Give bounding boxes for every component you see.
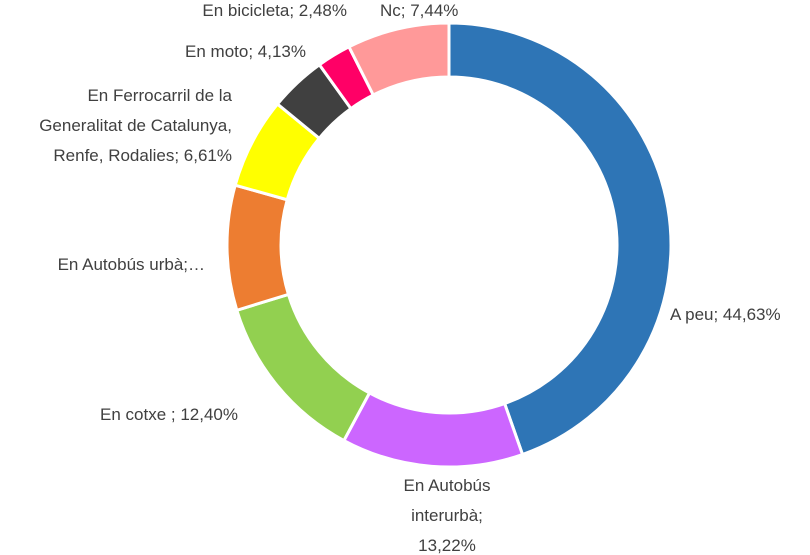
data-label: En moto; 4,13% bbox=[185, 42, 306, 61]
donut-segment bbox=[234, 292, 372, 443]
label-line: A peu; 44,63% bbox=[670, 305, 781, 324]
label-line: 13,22% bbox=[418, 536, 476, 555]
label-line: interurbà; bbox=[411, 506, 483, 525]
donut-segment bbox=[225, 183, 291, 313]
data-label: A peu; 44,63% bbox=[670, 305, 781, 324]
data-label: En Autobús interurbà; 13,22% bbox=[404, 476, 491, 555]
label-line: En Autobús urbà;… bbox=[58, 255, 205, 274]
donut-segment bbox=[341, 390, 525, 469]
donut-segment bbox=[346, 21, 451, 98]
label-line: Renfe, Rodalies; 6,61% bbox=[53, 146, 232, 165]
label-line: En Autobús bbox=[404, 476, 491, 495]
data-label: En Autobús urbà;… bbox=[58, 255, 205, 274]
donut-segment bbox=[447, 21, 673, 457]
label-line: En cotxe ; 12,40% bbox=[100, 405, 238, 424]
data-label: En bicicleta; 2,48% bbox=[202, 1, 347, 20]
data-label: En cotxe ; 12,40% bbox=[100, 405, 238, 424]
label-line: Nc; 7,44% bbox=[380, 1, 458, 20]
label-line: En bicicleta; 2,48% bbox=[202, 1, 347, 20]
data-label: Nc; 7,44% bbox=[380, 1, 458, 20]
label-line: En Ferrocarril de la bbox=[87, 86, 232, 105]
data-label: En Ferrocarril de la Generalitat de Catal… bbox=[39, 86, 232, 165]
label-line: Generalitat de Catalunya, bbox=[39, 116, 232, 135]
label-line: En moto; 4,13% bbox=[185, 42, 306, 61]
